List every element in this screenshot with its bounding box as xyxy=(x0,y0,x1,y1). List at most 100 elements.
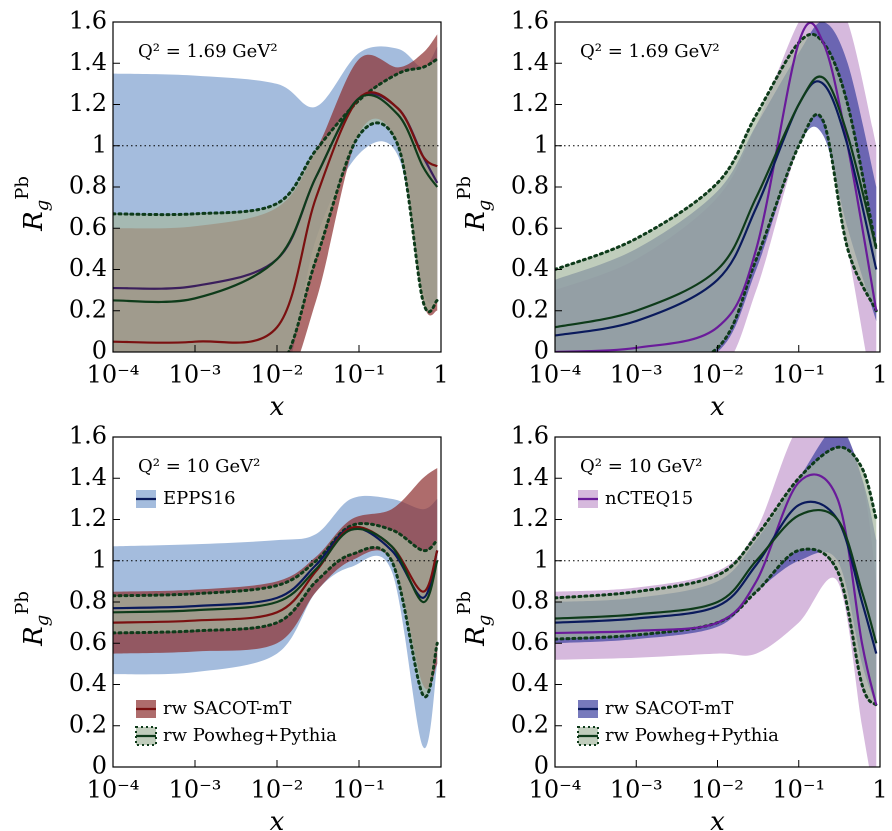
y-axis-label-sub: g xyxy=(474,200,495,212)
legend-entry: rw Powheg+Pythia xyxy=(135,725,337,746)
panel: 10⁻⁴ 10⁻³ 10⁻² 10⁻¹ 1 0 0.2 0.4 0.6 0.8 1 1.2 1.4 1.6… xyxy=(12,422,449,831)
y-tick-label: 1.6 xyxy=(69,7,107,35)
y-tick-label: 0 xyxy=(534,337,549,365)
x-tick-label: 10⁻¹ xyxy=(333,361,386,389)
x-tick-label: 10⁻² xyxy=(251,361,304,389)
y-axis-label-sub: g xyxy=(474,615,495,627)
central-line xyxy=(113,526,439,610)
y-tick-label: 0.4 xyxy=(511,669,549,697)
band-edge xyxy=(113,522,439,598)
annotation: Q² = 1.69 GeV² xyxy=(580,41,720,62)
y-tick-label: 0.2 xyxy=(69,295,107,323)
plot-area xyxy=(555,22,880,352)
x-axis-label: x xyxy=(270,807,285,831)
panel: 10⁻⁴ 10⁻³ 10⁻² 10⁻¹ 1 0 0.2 0.4 0.6 0.8 1 1.2 1.4 1.6… xyxy=(454,422,888,831)
y-tick-label: 1.2 xyxy=(511,504,549,532)
y-tick-label: 0.6 xyxy=(69,213,107,241)
central-line xyxy=(555,75,878,329)
central-line xyxy=(113,527,439,614)
x-tick-label: 10⁻² xyxy=(251,776,304,804)
x-tick-label: 10⁻³ xyxy=(169,361,222,389)
y-tick-label: 1 xyxy=(92,545,107,573)
y-tick-label: 0.6 xyxy=(69,628,107,656)
plot-area xyxy=(113,34,441,352)
annotation: Q² = 10 GeV² xyxy=(138,456,260,477)
y-tick-label: 0.4 xyxy=(511,254,549,282)
y-tick-label: 1.4 xyxy=(69,48,107,76)
y-axis-label-main: R xyxy=(19,211,49,232)
x-tick-label: 10⁻⁴ xyxy=(529,776,582,804)
central-line xyxy=(555,508,878,644)
annotation: Q² = 10 GeV² xyxy=(580,456,702,477)
y-tick-label: 1.4 xyxy=(511,48,549,76)
y-axis-label: RgPb xyxy=(454,591,495,647)
y-tick-label: 1.6 xyxy=(511,422,549,450)
band-edge xyxy=(555,547,878,707)
plot-area xyxy=(555,437,880,767)
x-tick-label: 10⁻⁴ xyxy=(87,361,140,389)
central-line xyxy=(113,91,438,344)
x-tick-label: 10⁻³ xyxy=(610,776,663,804)
y-axis-label-main: R xyxy=(461,626,491,647)
y-tick-label: 1 xyxy=(534,130,549,158)
central-line xyxy=(555,473,878,706)
x-tick-label: 10⁻² xyxy=(691,361,744,389)
legend-label: EPPS16 xyxy=(163,488,236,509)
y-axis-label-sup: Pb xyxy=(454,176,475,200)
band-edge xyxy=(555,32,878,271)
y-tick-label: 0 xyxy=(92,752,107,780)
y-tick-label: 0.2 xyxy=(511,710,549,738)
y-tick-label: 0.4 xyxy=(69,669,107,697)
y-axis-label-sup: Pb xyxy=(12,176,33,200)
band xyxy=(555,34,877,352)
y-tick-label: 0.6 xyxy=(511,213,549,241)
y-tick-label: 1 xyxy=(92,130,107,158)
x-tick-label: 10⁻¹ xyxy=(772,776,825,804)
y-axis-label-sub: g xyxy=(32,615,53,627)
y-tick-label: 1.4 xyxy=(69,463,107,491)
legend-entry: rw SACOT-mT xyxy=(136,698,291,719)
legend-label: rw SACOT-mT xyxy=(163,698,291,719)
y-tick-label: 0 xyxy=(92,337,107,365)
y-tick-label: 0 xyxy=(534,752,549,780)
central-line xyxy=(555,80,878,337)
y-axis-label-sup: Pb xyxy=(12,591,33,615)
y-tick-label: 1.2 xyxy=(511,89,549,117)
x-tick-label: 10⁻³ xyxy=(610,361,663,389)
y-tick-label: 1.2 xyxy=(69,89,107,117)
y-tick-label: 0.8 xyxy=(511,172,549,200)
y-tick-label: 1.2 xyxy=(69,504,107,532)
y-tick-label: 0.4 xyxy=(69,254,107,282)
y-tick-label: 0.6 xyxy=(511,628,549,656)
y-axis-label: RgPb xyxy=(12,591,53,647)
legend-entry: rw Powheg+Pythia xyxy=(577,725,779,746)
legend-label: rw Powheg+Pythia xyxy=(605,725,779,746)
legend-entry: nCTEQ15 xyxy=(578,488,693,509)
x-tick-label: 10⁻⁴ xyxy=(87,776,140,804)
y-tick-label: 1.6 xyxy=(69,422,107,450)
y-tick-label: 0.8 xyxy=(511,587,549,615)
y-tick-label: 1.4 xyxy=(511,463,549,491)
x-tick-label: 1 xyxy=(433,776,448,804)
x-axis-label: x xyxy=(710,807,725,831)
x-tick-label: 1 xyxy=(872,776,887,804)
central-line xyxy=(113,93,439,304)
x-tick-label: 10⁻² xyxy=(691,776,744,804)
y-axis-label: RgPb xyxy=(454,176,495,232)
band-edge xyxy=(555,445,878,600)
y-axis-label-sub: g xyxy=(32,200,53,212)
y-axis-label-main: R xyxy=(461,211,491,232)
band-edge xyxy=(286,121,439,352)
legend-entry: EPPS16 xyxy=(136,488,236,509)
y-tick-label: 0.8 xyxy=(69,172,107,200)
x-axis-label: x xyxy=(710,392,725,422)
x-tick-label: 1 xyxy=(872,361,887,389)
plot-area xyxy=(113,467,441,749)
band xyxy=(113,523,438,697)
legend-entry: rw SACOT-mT xyxy=(578,698,733,719)
y-tick-label: 1.6 xyxy=(511,7,549,35)
x-axis-label: x xyxy=(270,392,285,422)
x-tick-label: 1 xyxy=(433,361,448,389)
band-edge xyxy=(113,57,439,217)
